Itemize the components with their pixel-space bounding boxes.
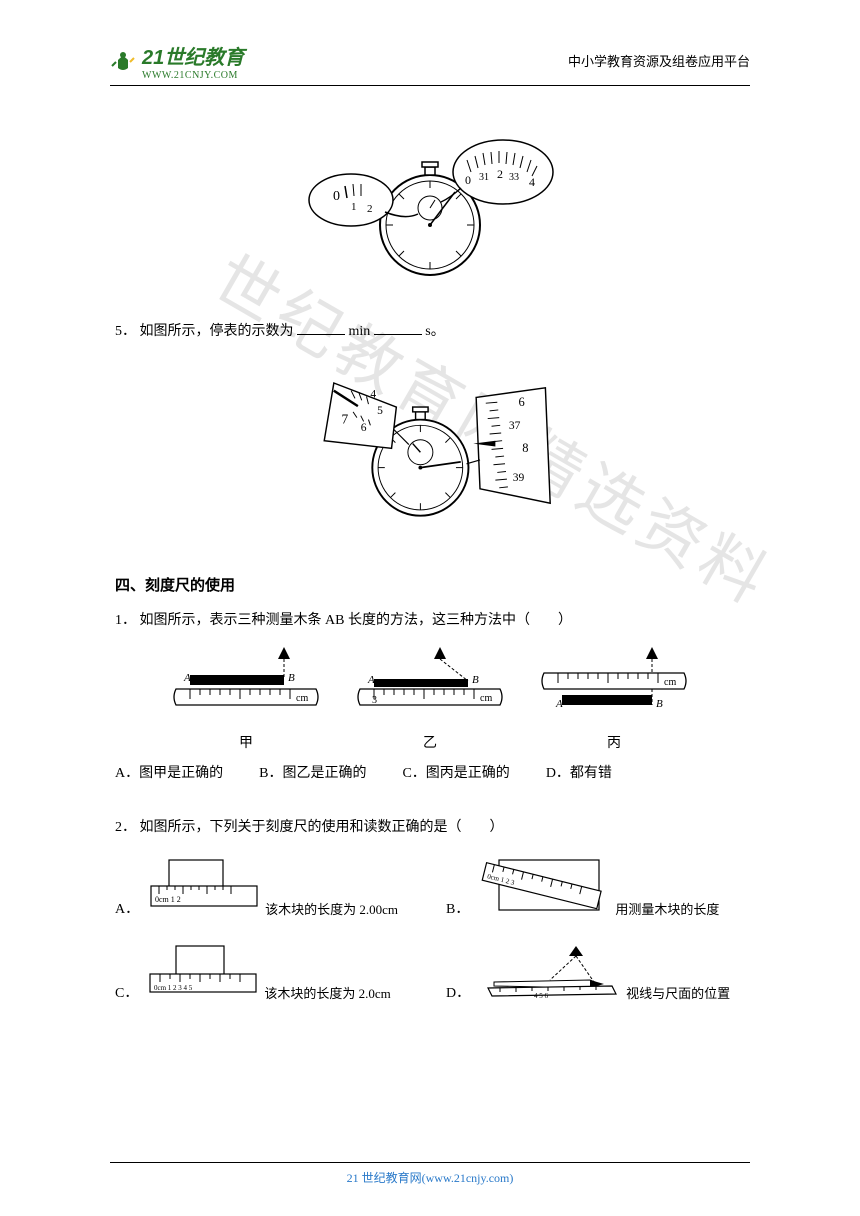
option-a[interactable]: A．图甲是正确的 <box>115 762 223 782</box>
svg-text:A: A <box>183 672 191 684</box>
svg-text:2: 2 <box>497 167 503 181</box>
header-platform-text: 中小学教育资源及组卷应用平台 <box>568 51 750 70</box>
logo-title: 21世纪教育 <box>142 41 244 70</box>
logo-block: 21世纪教育 WWW.21CNJY.COM <box>110 41 244 81</box>
option-b[interactable]: B．图乙是正确的 <box>259 762 366 782</box>
ruler-figures-row: A B cm 甲 <box>115 645 745 752</box>
ruler-icon: 0cm 1 2 <box>149 856 259 918</box>
stopwatch-figure-2: 4 5 7 6 <box>115 363 745 528</box>
question-5: 5． 如图所示，停表的示数为 min s。 <box>115 321 745 343</box>
q2-options-grid: A． 0cm 1 2 该木块的长度为 2.0 <box>115 854 745 1002</box>
blank-min[interactable] <box>297 321 345 335</box>
svg-text:cm: cm <box>296 693 308 704</box>
page-header: 21世纪教育 WWW.21CNJY.COM 中小学教育资源及组卷应用平台 <box>110 36 750 86</box>
option-b-block[interactable]: B． <box>446 854 745 918</box>
svg-text:31: 31 <box>479 172 489 183</box>
question-4-2: 2． 如图所示，下列关于刻度尺的使用和读数正确的是（ ） <box>115 816 745 840</box>
option-d[interactable]: D．都有错 <box>546 762 612 782</box>
option-text: 用测量木块的长度 <box>615 899 719 918</box>
option-label: C． <box>115 982 138 1002</box>
svg-text:3: 3 <box>372 695 377 706</box>
svg-text:B: B <box>472 674 479 686</box>
ruler-fig-jia: A B cm 甲 <box>166 645 326 752</box>
footer-text: 21 世纪教育网(www.21cnjy.com) <box>347 1171 514 1185</box>
svg-text:4 5 6: 4 5 6 <box>534 992 549 1000</box>
section-4-title: 四、刻度尺的使用 <box>115 574 745 595</box>
page-footer: 21 世纪教育网(www.21cnjy.com) <box>110 1162 750 1186</box>
ruler-label-jia: 甲 <box>166 732 326 752</box>
option-label: D． <box>446 982 470 1002</box>
q1-options: A．图甲是正确的 B．图乙是正确的 C．图丙是正确的 D．都有错 <box>115 762 745 782</box>
svg-text:0cm 1 2 3 4 5: 0cm 1 2 3 4 5 <box>154 984 193 992</box>
stopwatch-icon: 0 1 2 0 31 2 33 <box>305 120 555 285</box>
svg-text:A: A <box>555 698 563 710</box>
logo-url: WWW.21CNJY.COM <box>142 70 244 81</box>
option-c-block[interactable]: C． 0cm 1 2 3 4 5 该木块的长度为 2.0cm <box>115 942 414 1002</box>
option-d-block[interactable]: D． 4 5 <box>446 942 745 1002</box>
svg-text:2: 2 <box>367 203 373 215</box>
option-text: 该木块的长度为 2.00cm <box>265 899 398 918</box>
ruler-icon: 4 5 6 <box>480 942 620 1002</box>
svg-text:33: 33 <box>509 172 519 183</box>
svg-text:cm: cm <box>664 677 676 688</box>
unit-sec: s。 <box>425 324 444 339</box>
question-text: 如图所示，表示三种测量木条 AB 长度的方法，这三种方法中（ ） <box>140 613 572 628</box>
svg-text:6: 6 <box>518 395 524 409</box>
stopwatch-icon: 4 5 7 6 <box>305 363 555 528</box>
svg-text:39: 39 <box>513 472 525 484</box>
svg-text:1: 1 <box>351 201 357 213</box>
ruler-fig-bing: cm A B 丙 <box>534 645 694 752</box>
svg-text:8: 8 <box>522 442 528 456</box>
svg-text:37: 37 <box>509 421 521 433</box>
question-4-1: 1． 如图所示，表示三种测量木条 AB 长度的方法，这三种方法中（ ） <box>115 609 745 633</box>
unit-min: min <box>349 324 371 339</box>
svg-text:7: 7 <box>342 412 349 427</box>
option-text: 视线与尺面的位置 <box>626 983 730 1002</box>
svg-text:B: B <box>288 672 295 684</box>
logo-icon <box>110 48 136 74</box>
option-text: 该木块的长度为 2.0cm <box>264 983 390 1002</box>
question-text: 如图所示，停表的示数为 <box>140 324 294 339</box>
svg-text:0: 0 <box>333 189 340 204</box>
page-content: 0 1 2 0 31 2 33 <box>115 100 745 1002</box>
svg-text:0cm 1 2: 0cm 1 2 <box>155 895 181 904</box>
svg-text:0: 0 <box>465 173 471 187</box>
ruler-label-yi: 乙 <box>350 732 510 752</box>
option-c[interactable]: C．图丙是正确的 <box>402 762 509 782</box>
question-number: 5． <box>115 324 136 339</box>
blank-sec[interactable] <box>374 321 422 335</box>
svg-text:A: A <box>367 674 375 686</box>
ruler-icon: 0cm 1 2 3 <box>479 854 609 918</box>
option-label: B． <box>446 898 469 918</box>
ruler-label-bing: 丙 <box>534 732 694 752</box>
ruler-fig-yi: A B 3 cm 乙 <box>350 645 510 752</box>
svg-text:6: 6 <box>361 422 367 434</box>
svg-text:4: 4 <box>370 389 376 401</box>
option-a-block[interactable]: A． 0cm 1 2 该木块的长度为 2.0 <box>115 854 414 918</box>
option-label: A． <box>115 898 139 918</box>
stopwatch-figure-1: 0 1 2 0 31 2 33 <box>115 120 745 285</box>
question-text: 如图所示，下列关于刻度尺的使用和读数正确的是（ ） <box>140 820 504 835</box>
question-number: 2． <box>115 820 136 835</box>
svg-text:B: B <box>656 698 663 710</box>
svg-text:4: 4 <box>529 175 535 189</box>
svg-text:cm: cm <box>480 693 492 704</box>
ruler-icon: 0cm 1 2 3 4 5 <box>148 944 258 1002</box>
question-number: 1． <box>115 613 136 628</box>
svg-text:5: 5 <box>377 405 383 417</box>
